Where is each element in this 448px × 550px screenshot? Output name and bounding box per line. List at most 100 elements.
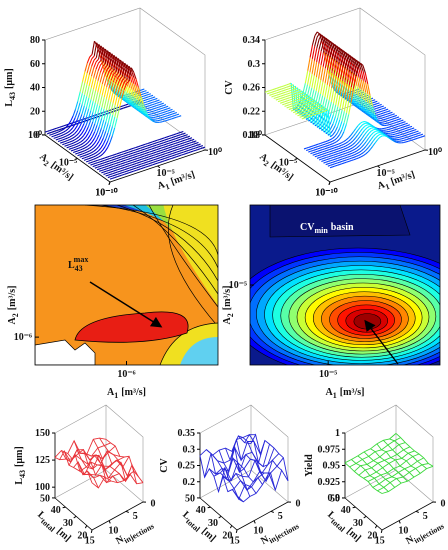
surface-line	[134, 102, 138, 109]
surface-line	[415, 130, 419, 133]
surface-line	[170, 148, 173, 151]
surface-line	[320, 144, 323, 147]
surface-line	[306, 146, 309, 149]
surface-line	[154, 97, 158, 100]
surface-line	[361, 105, 365, 112]
surface-line	[66, 146, 70, 149]
surface-line	[47, 130, 50, 132]
surface-line	[332, 136, 336, 139]
surface-line	[167, 149, 171, 152]
surface-line	[376, 107, 380, 109]
surface-line	[324, 69, 328, 84]
surface-line	[327, 164, 331, 167]
surface-line	[165, 147, 169, 150]
surface-line	[406, 136, 409, 138]
surface-line	[137, 154, 140, 157]
surface-line	[134, 105, 138, 110]
surface-line	[328, 155, 332, 158]
y-axis-label: Ninjections	[404, 518, 445, 549]
surface-line	[280, 99, 283, 102]
surface-line	[115, 166, 119, 169]
surface-line	[136, 159, 140, 162]
surface-line	[92, 165, 96, 168]
surface-line	[108, 53, 113, 68]
surface-line	[178, 152, 182, 155]
surface-line	[197, 148, 201, 151]
annotation: CVmin basin	[300, 222, 354, 235]
surface-line	[147, 142, 151, 145]
surface-line	[334, 162, 338, 165]
surface-line	[111, 161, 115, 164]
surface-line	[328, 101, 332, 112]
surface-line	[397, 134, 400, 137]
surface-line	[400, 121, 404, 124]
surface-line	[75, 147, 79, 150]
surface-line	[396, 136, 400, 139]
surface-line	[66, 141, 70, 144]
surface-line	[86, 56, 91, 64]
surface-line	[398, 122, 401, 125]
y-tick	[108, 520, 111, 524]
surface-line	[337, 54, 342, 64]
surface-line	[357, 126, 361, 131]
surface-line	[51, 135, 55, 138]
surface-line	[330, 159, 334, 162]
surface-line	[141, 160, 145, 163]
surface-line	[151, 108, 155, 110]
wireframe-line	[231, 437, 269, 474]
surface-line	[75, 145, 79, 148]
surface-line	[380, 117, 383, 120]
surface-line	[340, 143, 344, 146]
surface-line	[163, 138, 167, 141]
surface-line	[411, 129, 415, 132]
surface-line	[280, 97, 284, 100]
surface-line	[113, 160, 117, 163]
surface-line	[53, 137, 57, 139]
surface-line	[104, 50, 108, 64]
surface-line	[333, 156, 336, 159]
surface-line	[313, 61, 318, 76]
surface-line	[105, 172, 109, 175]
surface-line	[169, 111, 173, 114]
surface-line	[151, 150, 155, 152]
surface-line	[383, 127, 387, 129]
surface-line	[369, 111, 374, 118]
surface-line	[169, 155, 173, 158]
surface-line	[325, 158, 329, 161]
surface-line	[93, 57, 97, 61]
surface-line	[96, 141, 100, 146]
surface-line	[165, 108, 169, 110]
surface-line	[422, 135, 426, 138]
surface-line	[106, 165, 110, 168]
surface-line	[345, 114, 350, 125]
surface-line	[135, 148, 139, 151]
surface-line	[144, 154, 147, 157]
surface-line	[96, 116, 101, 126]
surface-line	[99, 83, 103, 95]
surface-line	[132, 100, 136, 107]
surface-line	[330, 154, 334, 157]
surface-line	[313, 113, 317, 116]
surface-line	[324, 145, 328, 147]
surface-line	[97, 158, 101, 161]
surface-line	[387, 110, 391, 113]
surface-line	[402, 130, 405, 133]
surface-line	[354, 84, 358, 96]
surface-line	[136, 166, 139, 169]
surface-line	[80, 148, 83, 151]
surface-line	[102, 157, 106, 160]
surface-line	[125, 156, 129, 159]
surface-line	[82, 71, 86, 82]
surface-line	[302, 82, 306, 94]
surface-line	[372, 112, 376, 120]
surface-line	[94, 164, 98, 167]
surface-line	[97, 60, 102, 64]
surface-line	[397, 125, 401, 127]
surface-line	[87, 144, 91, 147]
surface-line	[146, 149, 150, 152]
surface-line	[118, 73, 122, 83]
surface-line	[277, 100, 281, 103]
z-tick-label: 0.35	[178, 428, 196, 439]
surface-line	[367, 144, 372, 149]
surface-line	[180, 133, 184, 136]
